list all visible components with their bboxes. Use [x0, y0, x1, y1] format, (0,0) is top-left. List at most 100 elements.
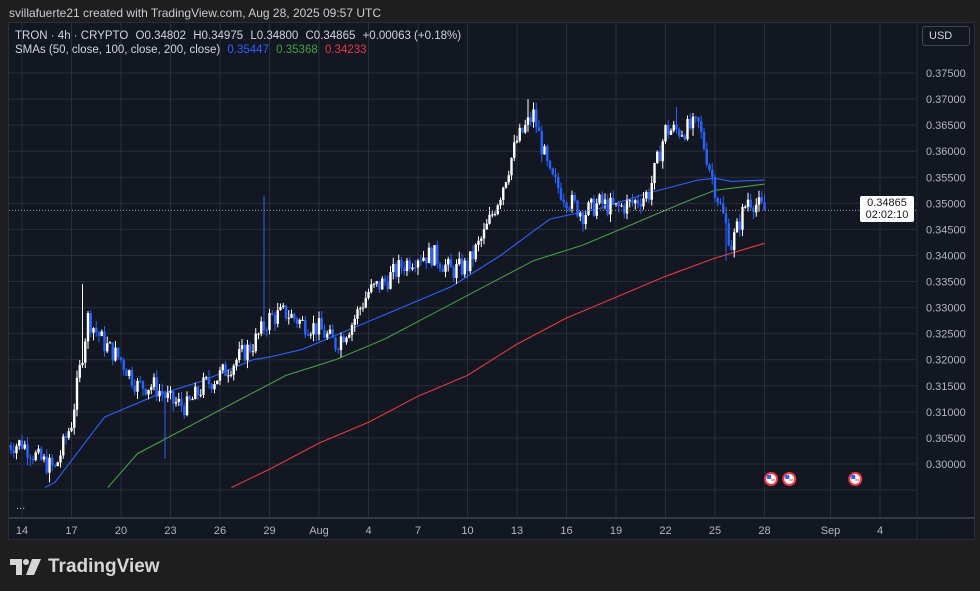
candle [518, 123, 521, 143]
more-indicators-button[interactable]: ... [16, 500, 26, 512]
price-tick-label: 0.34000 [926, 250, 966, 262]
candle [12, 443, 15, 458]
candle [367, 288, 370, 300]
candle [735, 218, 739, 233]
candle [389, 266, 392, 290]
candle [510, 157, 513, 181]
candle [436, 240, 439, 269]
candle [656, 150, 659, 165]
candle [612, 190, 615, 206]
candle [26, 437, 29, 466]
sma-legend: SMAs (50, close, 100, close, 200, close)… [15, 44, 371, 56]
candle [130, 366, 134, 389]
candle [359, 306, 362, 316]
candle [631, 193, 634, 207]
candle [295, 316, 299, 328]
candle [469, 251, 472, 274]
candle [598, 193, 601, 205]
symbol-name[interactable]: TRON · 4h · CRYPTO [15, 30, 129, 42]
candle [144, 388, 147, 396]
candle [529, 112, 532, 127]
candle [430, 246, 433, 268]
candle [683, 133, 686, 142]
candle [595, 198, 598, 220]
candle [394, 261, 398, 280]
sma-label[interactable]: SMAs (50, close, 100, close, 200, close) [15, 44, 221, 56]
candle [133, 379, 136, 396]
candle [15, 443, 18, 460]
price-tick-label: 0.33000 [926, 303, 966, 315]
candle [672, 120, 675, 133]
candle [733, 228, 736, 258]
candle [199, 389, 202, 398]
candle [122, 357, 125, 376]
candle [482, 222, 486, 245]
candle [370, 278, 373, 294]
candle [375, 280, 378, 287]
candle [499, 197, 502, 210]
candle [188, 395, 191, 402]
candle [73, 403, 76, 435]
candle [249, 341, 252, 354]
candle [485, 219, 488, 230]
candle [161, 383, 164, 402]
candle [581, 211, 585, 232]
time-tick-label: 26 [214, 525, 226, 537]
candle [106, 336, 109, 354]
candle [62, 433, 65, 459]
price-tick-label: 0.32000 [926, 355, 966, 367]
candle [554, 168, 557, 184]
candle [697, 116, 700, 129]
candle [205, 375, 208, 380]
candle [155, 370, 158, 402]
candle [166, 385, 169, 403]
candle [78, 359, 81, 383]
candle [722, 196, 725, 215]
candle [172, 390, 175, 412]
candle [444, 259, 447, 278]
candle [163, 390, 167, 459]
candle [661, 139, 664, 169]
economic-event-flag-icon[interactable] [782, 472, 797, 486]
candle [521, 127, 524, 134]
price-tick-label: 0.36000 [926, 146, 966, 158]
time-tick-label: 29 [263, 525, 275, 537]
candle [158, 383, 161, 402]
currency-button[interactable]: USD [922, 26, 970, 46]
candle [381, 276, 384, 290]
candle [463, 257, 466, 278]
sma-line-sma200 [231, 242, 765, 488]
price-tick-label: 0.31500 [926, 381, 966, 393]
candle [678, 127, 681, 139]
candle [89, 310, 92, 338]
candle [727, 218, 730, 247]
candle [573, 192, 576, 203]
candle [353, 314, 356, 333]
candle [386, 275, 389, 293]
candle [103, 325, 106, 357]
chart-pane[interactable] [8, 22, 975, 540]
candle [243, 343, 246, 362]
candle [579, 211, 582, 222]
time-tick-label: 25 [709, 525, 721, 537]
price-tick-label: 0.31000 [926, 407, 966, 419]
candle [689, 113, 692, 131]
economic-event-flag-icon[interactable] [764, 472, 779, 486]
economic-event-flag-icon[interactable] [848, 472, 863, 486]
candle [334, 336, 337, 352]
candle [183, 403, 186, 419]
candle [227, 369, 230, 383]
time-tick-label: 10 [461, 525, 473, 537]
candle [565, 200, 568, 214]
candle [716, 196, 719, 207]
time-tick-label: Aug [309, 525, 329, 537]
close-value: C0.34865 [305, 30, 356, 42]
candle [639, 198, 642, 214]
candle [724, 206, 728, 261]
candle [647, 188, 651, 203]
candle [378, 281, 381, 294]
current-price-label: 0.34865 02:02:10 [860, 196, 914, 222]
candle [257, 332, 260, 340]
sma-line-sma50 [44, 177, 765, 488]
